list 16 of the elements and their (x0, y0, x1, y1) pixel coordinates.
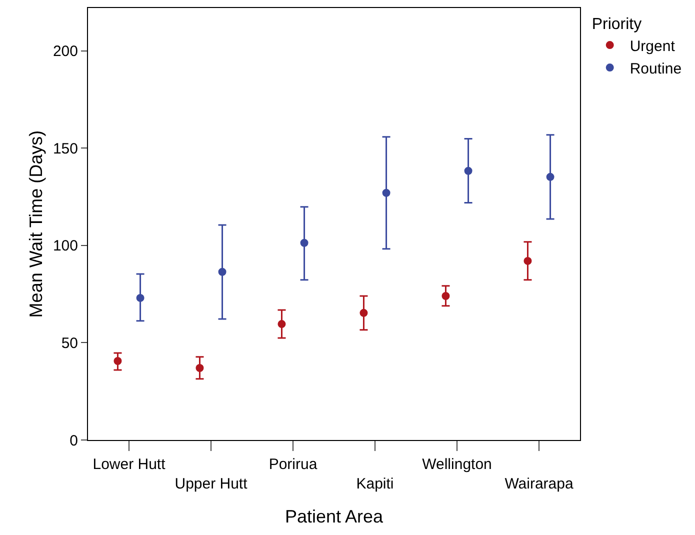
y-tick-label: 200 (52, 43, 78, 60)
y-axis-title: Mean Wait Time (Days) (26, 130, 46, 318)
legend-label: Urgent (630, 38, 676, 55)
x-tick-label: Kapiti (356, 476, 394, 492)
x-tick-label: Lower Hutt (92, 456, 166, 473)
x-tick-label: Upper Hutt (174, 476, 248, 492)
legend-label: Routine (630, 60, 682, 78)
y-tick-label: 0 (70, 432, 78, 450)
x-tick-label: Wellington (422, 456, 492, 473)
y-tick-label: 100 (52, 238, 78, 255)
y-tick-label: 150 (52, 140, 78, 158)
legend-title: Priority (592, 16, 642, 33)
x-axis-title: Patient Area (284, 506, 384, 527)
y-tick-label: 50 (61, 334, 78, 352)
x-tick-label: Porirua (268, 456, 318, 473)
x-tick-label: Wairarapa (504, 476, 574, 492)
